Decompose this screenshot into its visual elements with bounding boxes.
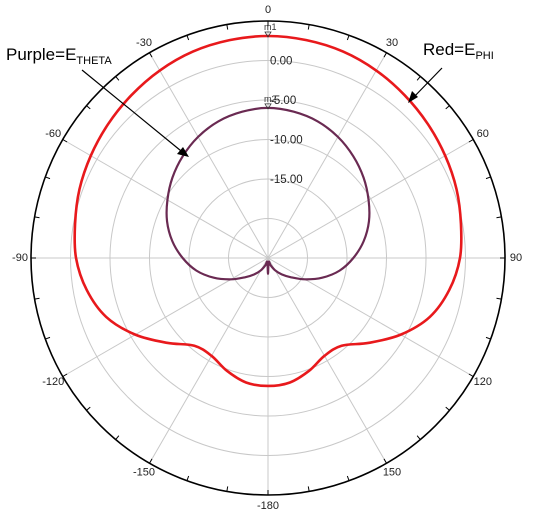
ring-tick <box>445 105 450 110</box>
angle-tick-label: 120 <box>474 376 492 388</box>
ring-tick <box>346 35 350 41</box>
ring-tick <box>186 475 190 481</box>
ring-tick <box>86 406 91 411</box>
grid-spoke <box>267 257 387 464</box>
grid-spoke <box>149 52 269 259</box>
markers: m1 m2 <box>264 22 277 110</box>
marker-label-m1: m1 <box>264 22 277 32</box>
ring-tick <box>346 475 350 481</box>
ring-tick <box>149 458 153 464</box>
angle-tick-label: 90 <box>510 252 522 264</box>
grid-spoke <box>267 52 387 259</box>
outer-ring <box>30 20 506 496</box>
ring-tick <box>45 176 51 180</box>
annotation-theta: Purple=ETHETA <box>6 45 112 67</box>
grid-spoke <box>267 139 474 259</box>
ring-tick <box>416 435 421 440</box>
angle-tick-label: 60 <box>477 128 489 140</box>
series-line-ephi <box>73 34 463 388</box>
ring-tick <box>86 105 91 110</box>
angle-tick-label: 30 <box>386 37 398 49</box>
marker-label-m2: m2 <box>264 94 277 104</box>
angle-tick-labels: 0 30 60 90 120 150 -180 -150 -120 -90 -60 -30 <box>12 4 522 512</box>
ring-tick <box>485 336 491 340</box>
ring-tick <box>445 406 450 411</box>
annotation-phi-arrowhead <box>408 91 418 103</box>
angle-tick-label: -120 <box>42 376 64 388</box>
polar-grid <box>31 21 505 495</box>
ring-tick <box>307 486 310 492</box>
angle-tick-label: -30 <box>136 37 152 49</box>
ring-tick <box>149 52 153 58</box>
radial-tick-label: 0.00 <box>270 56 292 68</box>
ring-tick <box>485 176 491 180</box>
ring-tick <box>186 35 190 41</box>
ring-tick <box>468 139 474 143</box>
ring-tick <box>62 373 68 377</box>
ring-tick <box>62 139 68 143</box>
annotation-theta-arrowhead <box>177 147 189 157</box>
angle-tick-label: -180 <box>257 500 279 512</box>
radial-tick-label: -15.00 <box>270 174 303 186</box>
ring-tick <box>416 76 421 81</box>
grid-spoke <box>149 257 269 464</box>
grid-spoke <box>267 257 474 377</box>
radial-tick-label: -10.00 <box>270 135 303 147</box>
angle-tick-label: 0 <box>265 4 271 16</box>
ring-tick <box>115 435 120 440</box>
marker-m2 <box>264 103 272 110</box>
radial-tick-label: -5.00 <box>270 95 296 107</box>
ring-tick <box>226 24 229 30</box>
series-line-etheta <box>165 106 371 281</box>
radial-tick-labels: 0.00 -5.00 -10.00 -15.00 <box>270 56 303 187</box>
grid-spoke <box>62 257 269 377</box>
ring-tick <box>45 336 51 340</box>
ring-tick <box>383 52 387 58</box>
ring-tick <box>468 373 474 377</box>
grid-spoke <box>62 139 269 259</box>
pattern-curves <box>73 34 463 388</box>
ring-tick <box>115 76 120 81</box>
ring-tick <box>496 216 502 219</box>
angle-tick-label: -60 <box>45 128 61 140</box>
angle-tick-label: -150 <box>133 467 155 479</box>
annotation-phi-arrow <box>410 67 443 101</box>
annotation-phi: Red=EPHI <box>423 40 494 62</box>
angle-tick-label: 150 <box>383 467 401 479</box>
ring-tick <box>496 297 502 300</box>
marker-m1 <box>264 31 272 38</box>
ring-tick <box>34 216 40 219</box>
ring-tick <box>307 24 310 30</box>
angle-tick-label: -90 <box>12 252 28 264</box>
ring-tick <box>226 486 229 492</box>
ring-tick <box>383 458 387 464</box>
ring-tick <box>34 297 40 300</box>
annotation-theta-arrow <box>81 69 187 156</box>
